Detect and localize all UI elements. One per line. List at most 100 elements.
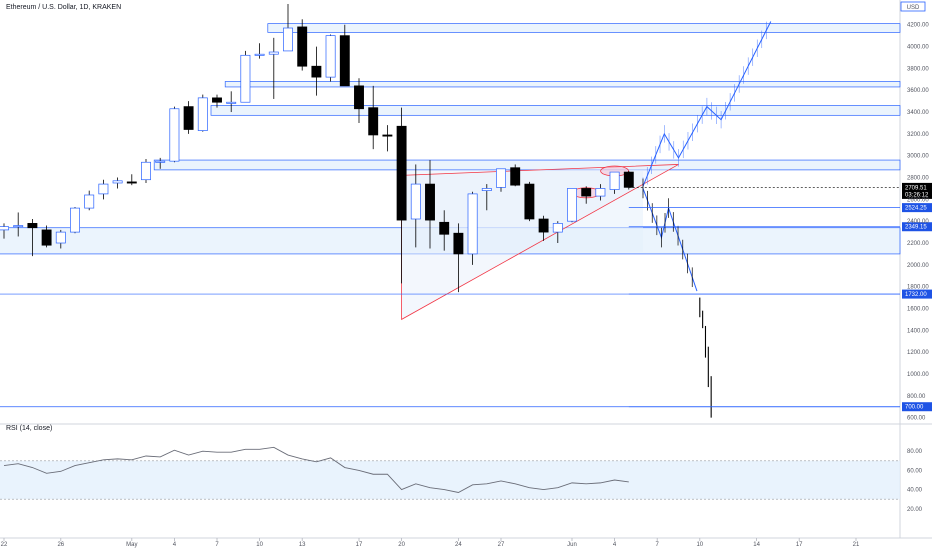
candle-up	[467, 193, 478, 255]
price-tick-label: 3600.00	[907, 88, 929, 94]
price-level-value: 2349.15	[905, 225, 927, 231]
price-level-value: 1732.00	[905, 292, 927, 298]
rsi-label: RSI (14, close)	[6, 425, 52, 432]
rsi-band	[0, 460, 900, 500]
candle-up	[169, 108, 180, 162]
time-tick-label: 21	[853, 542, 860, 548]
time-tick-label: 17	[796, 542, 803, 548]
candle-down	[382, 134, 393, 137]
time-tick-label: 10	[696, 542, 703, 548]
price-tick-label: 800.00	[907, 394, 926, 400]
current-price-tag	[902, 182, 932, 199]
candle-up	[481, 188, 492, 191]
support-resistance-zone	[224, 81, 901, 88]
candle-up	[567, 188, 577, 222]
price-tick-label: 4200.00	[907, 23, 929, 29]
price-level-tag	[902, 402, 932, 412]
candle-up	[325, 35, 336, 78]
candle-up	[98, 183, 109, 195]
price-tick-label: 3200.00	[907, 132, 929, 138]
time-tick-label: 4	[613, 542, 617, 548]
candle-down	[368, 107, 379, 136]
current-price-value: 2709.51	[905, 185, 927, 191]
time-axis[interactable]: 22 26 May 4 7 10 13 17 20 24 27 Jun 4 7 10 14 17 21	[1, 538, 860, 548]
price-tick-label: 3000.00	[907, 154, 929, 160]
candle-down	[425, 183, 435, 221]
currency-badge-box	[900, 1, 926, 12]
candle-down	[212, 97, 222, 103]
candle-down	[453, 232, 464, 255]
time-tick-label: 22	[1, 542, 8, 548]
rsi-tick-label: 20.00	[907, 507, 923, 513]
candles-layer	[0, 4, 634, 293]
candle-up	[496, 168, 506, 188]
candle-up	[552, 223, 563, 233]
rsi-tick-label: 80.00	[907, 449, 923, 455]
time-tick-label: May	[126, 542, 137, 548]
time-tick-label: 4	[173, 542, 177, 548]
currency-label: USD	[907, 5, 920, 11]
time-tick-label: 27	[498, 542, 505, 548]
time-tick-label: 17	[356, 542, 363, 548]
price-tick-label: 2200.00	[907, 241, 929, 247]
rsi-pane: 80.00 60.00 40.00 20.00	[0, 446, 923, 513]
currency-badge[interactable]: USD	[900, 1, 926, 12]
price-tick-label: 2000.00	[907, 263, 929, 269]
price-axis[interactable]: 4200.00 4000.00 3800.00 3600.00 3400.00 3200.…	[907, 23, 929, 422]
candle-up	[84, 194, 95, 209]
candle-down	[126, 181, 137, 184]
candle-up	[141, 161, 151, 181]
price-level-value: 2524.25	[905, 206, 927, 212]
price-level-value: 700.00	[905, 405, 924, 411]
candle-down	[27, 223, 38, 229]
candle-down	[311, 65, 322, 78]
time-tick-label: 20	[398, 542, 405, 548]
candle-down	[510, 167, 521, 186]
time-tick-label: 24	[455, 542, 462, 548]
rsi-line	[3, 446, 629, 493]
candle-up	[268, 51, 279, 55]
rsi-tick-label: 60.00	[907, 468, 923, 474]
support-resistance-zone	[153, 159, 901, 171]
candle-down	[354, 85, 364, 110]
price-tick-label: 1000.00	[907, 372, 929, 378]
candle-down	[538, 218, 549, 233]
price-tick-label: 2600.00	[907, 197, 929, 203]
rsi-tick-label: 40.00	[907, 488, 923, 494]
candle-up	[254, 53, 265, 56]
candle-up	[283, 27, 293, 52]
price-tick-label: 1200.00	[907, 350, 929, 356]
countdown-value: 03:26:12	[905, 192, 929, 198]
price-level-tag	[902, 289, 932, 299]
candle-down	[524, 183, 535, 220]
time-tick-label: 7	[656, 542, 660, 548]
support-resistance-zone	[267, 23, 901, 33]
candle-up	[609, 171, 620, 190]
candle-down	[183, 106, 194, 130]
support-resistance-zone	[210, 105, 901, 116]
price-tick-label: 2800.00	[907, 176, 929, 182]
candle-down	[396, 125, 407, 221]
chart-title: Ethereum / U.S. Dollar, 1D, KRAKEN	[6, 4, 121, 11]
price-tick-label: 2400.00	[907, 219, 929, 225]
price-tick-label: 1400.00	[907, 328, 929, 334]
time-tick-label: 26	[57, 542, 64, 548]
time-tick-label: 13	[299, 542, 306, 548]
price-tick-label: 3800.00	[907, 66, 929, 72]
candle-up	[13, 225, 24, 228]
candle-up	[55, 231, 66, 244]
candle-up	[112, 180, 123, 184]
candle-up	[595, 188, 606, 197]
candle-up	[0, 226, 9, 231]
candle-up	[240, 54, 251, 103]
candle-down	[297, 26, 308, 67]
price-level-tag	[902, 222, 932, 232]
candle-down	[581, 188, 592, 197]
candle-up	[197, 97, 208, 131]
price-tick-label: 600.00	[907, 416, 926, 422]
candle-up	[155, 160, 166, 163]
candle-down	[439, 221, 450, 235]
price-level-tag	[902, 203, 932, 213]
